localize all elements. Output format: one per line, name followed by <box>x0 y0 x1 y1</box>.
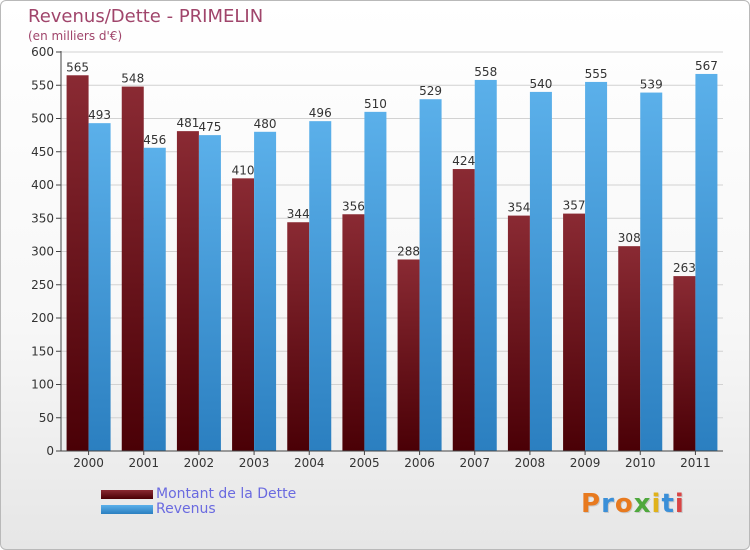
legend-swatch-revenus <box>101 505 153 514</box>
value-label-debt: 263 <box>673 261 696 275</box>
bar-debt <box>232 178 255 451</box>
value-label-revenus: 493 <box>88 108 111 122</box>
bar-revenus <box>198 135 221 451</box>
bar-debt <box>673 276 696 451</box>
value-label-revenus: 456 <box>143 133 166 147</box>
x-tick-label: 2009 <box>570 456 601 470</box>
logo-letter: t <box>661 489 675 519</box>
y-tick-label: 300 <box>31 245 54 259</box>
bar-debt <box>397 259 420 451</box>
bar-revenus <box>88 123 111 451</box>
x-tick-label: 2006 <box>404 456 435 470</box>
logo-letter: o <box>614 489 634 519</box>
bar-revenus <box>254 131 277 452</box>
x-tick-label: 2002 <box>184 456 215 470</box>
value-label-debt: 308 <box>618 231 641 245</box>
value-label-debt: 481 <box>176 116 199 130</box>
x-tick-label: 2000 <box>73 456 104 470</box>
bar-revenus <box>474 79 497 452</box>
legend-swatch-debt <box>101 490 153 499</box>
value-label-debt: 357 <box>563 199 586 213</box>
value-label-revenus: 567 <box>695 59 718 73</box>
bar-debt <box>176 131 199 451</box>
logo-letter: x <box>633 489 652 519</box>
y-tick-label: 150 <box>31 344 54 358</box>
y-tick-label: 600 <box>31 45 54 59</box>
value-label-debt: 354 <box>507 201 530 215</box>
y-tick-label: 200 <box>31 311 54 325</box>
bar-debt <box>618 246 641 451</box>
bar-revenus <box>640 92 663 451</box>
y-tick-label: 350 <box>31 211 54 225</box>
value-label-revenus: 496 <box>309 106 332 120</box>
bar-debt <box>507 215 530 451</box>
y-tick-label: 500 <box>31 112 54 126</box>
value-label-debt: 356 <box>342 199 365 213</box>
logo-letter: i <box>651 489 662 519</box>
chart-subtitle: (en milliers d'€) <box>28 29 123 43</box>
value-label-revenus: 529 <box>419 84 442 98</box>
value-label-revenus: 539 <box>640 78 663 92</box>
y-tick-label: 550 <box>31 78 54 92</box>
legend-label-revenus: Revenus <box>156 501 216 517</box>
value-label-revenus: 480 <box>254 117 277 131</box>
y-tick-label: 250 <box>31 278 54 292</box>
x-tick-label: 2001 <box>128 456 159 470</box>
x-tick-label: 2008 <box>515 456 546 470</box>
bar-revenus <box>419 99 442 451</box>
y-tick-label: 100 <box>31 378 54 392</box>
y-tick-label: 0 <box>46 444 54 458</box>
bar-debt <box>121 86 144 451</box>
x-tick-label: 2005 <box>349 456 380 470</box>
value-label-revenus: 475 <box>198 120 221 134</box>
x-tick-label: 2010 <box>625 456 656 470</box>
logo-letter: r <box>601 489 615 519</box>
proxiti-logo: Proxiti <box>581 489 685 519</box>
x-tick-label: 2004 <box>294 456 325 470</box>
x-tick-label: 2011 <box>680 456 711 470</box>
value-label-debt: 344 <box>287 207 310 221</box>
bar-debt <box>287 222 310 451</box>
bar-debt <box>452 169 475 452</box>
value-label-debt: 565 <box>66 60 89 74</box>
value-label-revenus: 510 <box>364 97 387 111</box>
bar-revenus <box>309 121 332 451</box>
x-tick-label: 2007 <box>459 456 490 470</box>
value-label-revenus: 555 <box>585 67 608 81</box>
bar-debt <box>66 75 89 452</box>
value-label-revenus: 558 <box>474 65 497 79</box>
value-label-debt: 548 <box>121 72 144 86</box>
bar-revenus <box>143 147 166 451</box>
bar-revenus <box>585 81 608 452</box>
logo-letter: i <box>674 489 685 519</box>
chart-title: Revenus/Dette - PRIMELIN <box>28 6 264 27</box>
x-tick-label: 2003 <box>239 456 270 470</box>
y-tick-label: 50 <box>39 411 54 425</box>
value-label-debt: 288 <box>397 244 420 258</box>
value-label-debt: 410 <box>232 163 255 177</box>
y-tick-label: 400 <box>31 178 54 192</box>
bar-debt <box>342 214 365 451</box>
bar-debt <box>563 213 586 451</box>
y-tick-label: 450 <box>31 145 54 159</box>
bar-revenus <box>364 111 387 451</box>
legend-label-debt: Montant de la Dette <box>156 486 297 502</box>
value-label-debt: 424 <box>452 154 475 168</box>
bar-revenus <box>695 73 718 451</box>
bar-revenus <box>529 91 552 452</box>
value-label-revenus: 540 <box>529 77 552 91</box>
logo-letter: P <box>581 489 602 519</box>
